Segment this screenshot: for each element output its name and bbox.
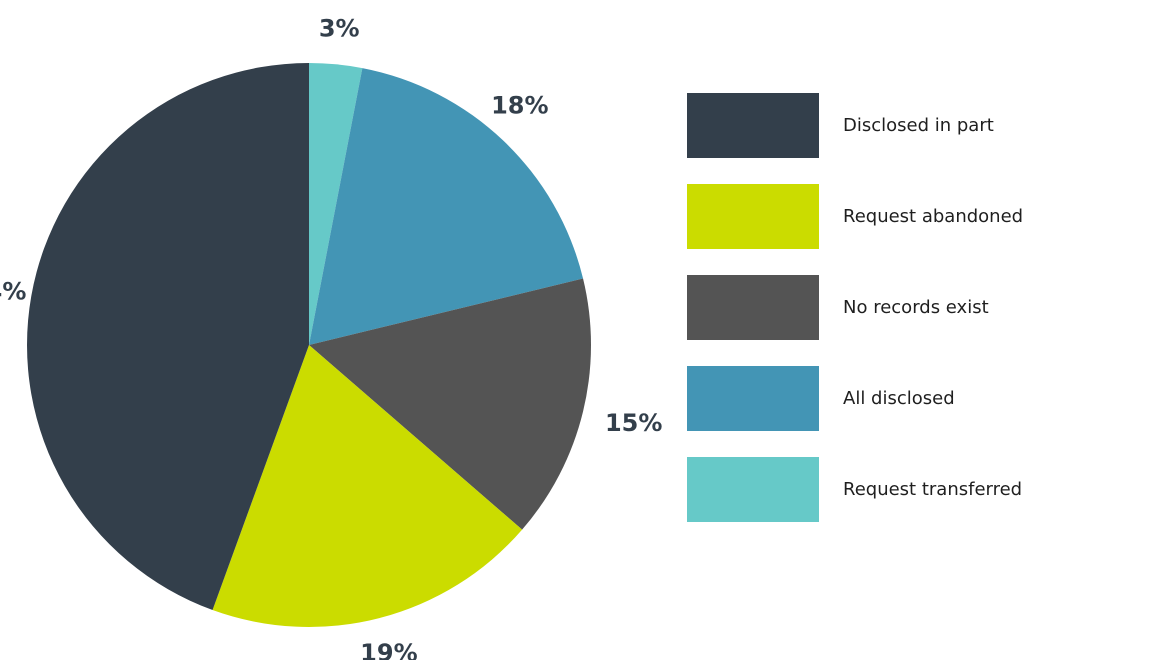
slice-label: 44% — [0, 278, 26, 306]
legend-item-all-disclosed: All disclosed — [687, 366, 1147, 431]
pie-slice-disclosed-in-part — [27, 63, 309, 610]
pie-slice-request-transferred — [309, 63, 363, 345]
pie-slice-all-disclosed — [309, 68, 584, 345]
legend-swatch — [687, 93, 819, 158]
legend-item-request-transferred: Request transferred — [687, 457, 1147, 522]
legend-label: All disclosed — [843, 388, 955, 409]
legend-item-request-abandoned: Request abandoned — [687, 184, 1147, 249]
legend-swatch — [687, 275, 819, 340]
pie-slice-request-abandoned — [212, 345, 523, 627]
legend-label: No records exist — [843, 297, 989, 318]
slice-label: 15% — [605, 409, 662, 437]
slice-label: 19% — [360, 639, 417, 660]
legend-swatch — [687, 457, 819, 522]
legend: Disclosed in part Request abandoned No r… — [687, 93, 1147, 548]
legend-label: Disclosed in part — [843, 115, 994, 136]
pie-slice-no-records-exist — [309, 278, 591, 530]
legend-item-no-records-exist: No records exist — [687, 275, 1147, 340]
legend-label: Request abandoned — [843, 206, 1024, 227]
slice-label: 3% — [319, 14, 360, 42]
slice-label: 18% — [491, 91, 548, 119]
legend-label: Request transferred — [843, 479, 1023, 500]
legend-swatch — [687, 366, 819, 431]
legend-swatch — [687, 184, 819, 249]
legend-item-disclosed-in-part: Disclosed in part — [687, 93, 1147, 158]
